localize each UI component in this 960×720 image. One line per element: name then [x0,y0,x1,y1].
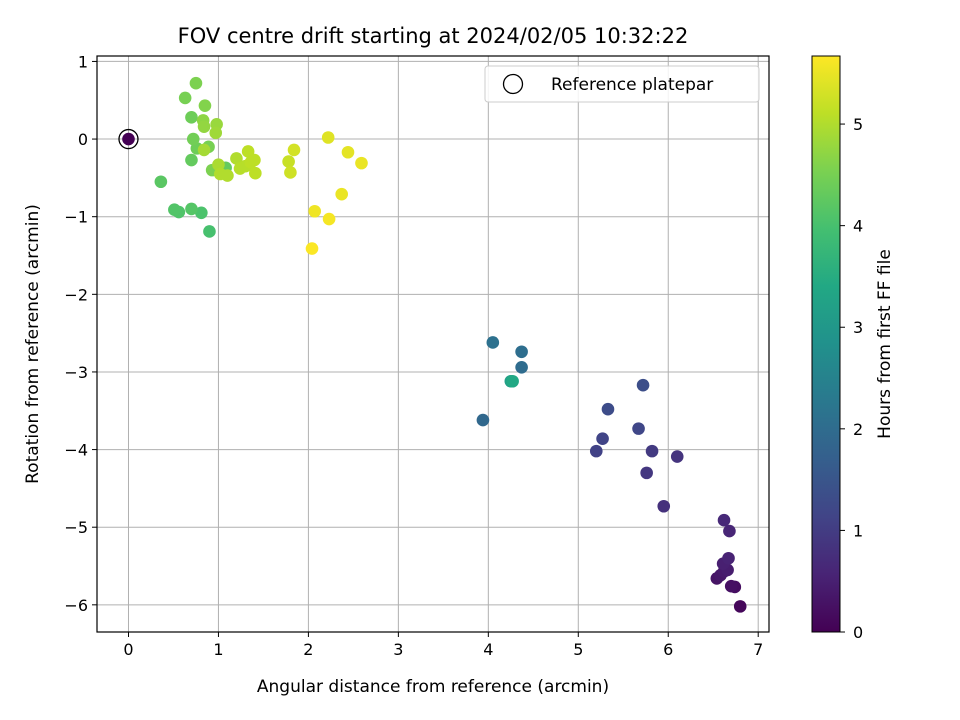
data-point [284,166,297,179]
data-point [733,600,747,613]
data-point [249,166,262,180]
legend-box [484,65,760,103]
x-tick-label: 0 [123,640,133,659]
colorbar-gradient [811,55,841,633]
x-tick-label: 6 [663,640,673,659]
chart-title: FOV centre drift starting at 2024/02/05 … [178,24,689,48]
data-point [197,120,211,133]
data-point [589,444,603,458]
data-point [515,345,528,359]
colorbar-tick-label: 0 [853,623,863,642]
colorbar-tick-label: 4 [853,217,863,236]
data-point [230,152,243,165]
data-point [515,360,528,374]
legend-marker [502,73,524,95]
data-point [640,466,653,480]
data-point [185,153,198,167]
y-tick-label: −1 [64,208,88,227]
x-axis-label: Angular distance from reference (arcmin) [257,677,609,697]
y-axis-label: Rotation from reference (arcmin) [23,204,43,484]
legend-entry: Reference platepar [551,75,713,95]
data-point [717,513,731,527]
data-point [722,551,735,565]
data-point [209,126,223,140]
x-tick-label: 7 [753,640,763,659]
data-point [723,524,736,538]
x-tick-label: 4 [483,640,493,659]
data-point [185,202,198,216]
data-point [724,579,738,593]
data-point [596,432,609,446]
data-point [322,212,336,226]
data-point [186,132,200,146]
x-tick-label: 1 [213,640,223,659]
data-point [203,225,216,238]
data-point [632,422,645,435]
data-point [178,91,192,105]
y-tick-label: −4 [64,441,88,460]
data-point [335,187,348,201]
legend: Reference platepar [484,65,760,103]
data-point [195,206,208,220]
data-point [189,76,203,90]
colorbar-tick-label: 1 [853,521,863,540]
colorbar-label: Hours from first FF file [875,249,895,439]
data-point [168,203,181,217]
data-point [212,158,225,171]
data-point [185,111,198,124]
data-point [486,336,500,349]
data-point [355,156,368,170]
colorbar-tick-label: 3 [853,318,863,337]
reference-point [118,128,139,150]
x-tick-label: 3 [393,640,403,659]
data-point [341,145,355,159]
y-tick-label: 1 [78,52,88,71]
colorbar-tick-label: 2 [853,420,863,439]
data-point [308,204,322,218]
colorbar-ticks: 0 1 2 3 4 5 [840,115,863,642]
colorbar-tick-label: 5 [853,115,863,134]
data-point [282,155,295,168]
data-point [636,378,650,392]
y-tick-label: −6 [64,596,88,615]
plot-frame [96,55,770,633]
x-axis-ticks: 0 1 2 3 4 5 6 7 [123,632,763,659]
x-tick-label: 5 [573,640,583,659]
data-point [198,99,212,112]
reference-ring [118,128,139,150]
data-point [154,175,168,189]
y-tick-label: 0 [78,130,88,149]
y-tick-label: −2 [64,285,88,304]
data-point [248,153,261,167]
data-point [476,413,490,427]
colorbar: 0 1 2 3 4 5 Hours from first FF file [811,55,895,642]
reference-dot [122,132,135,146]
data-point [305,242,319,255]
data-point [321,131,335,144]
data-point [221,169,234,182]
scatter-points [154,76,747,613]
data-point [670,450,684,463]
y-tick-label: −3 [64,363,88,382]
data-point [601,402,615,416]
data-point [645,444,659,458]
data-point [506,374,519,388]
data-point [197,143,211,157]
x-tick-label: 2 [303,640,313,659]
y-axis-ticks: 1 0 −1 −2 −3 −4 −5 −6 [64,52,97,615]
data-point [657,499,671,513]
data-point [287,143,301,157]
y-tick-label: −5 [64,518,88,537]
